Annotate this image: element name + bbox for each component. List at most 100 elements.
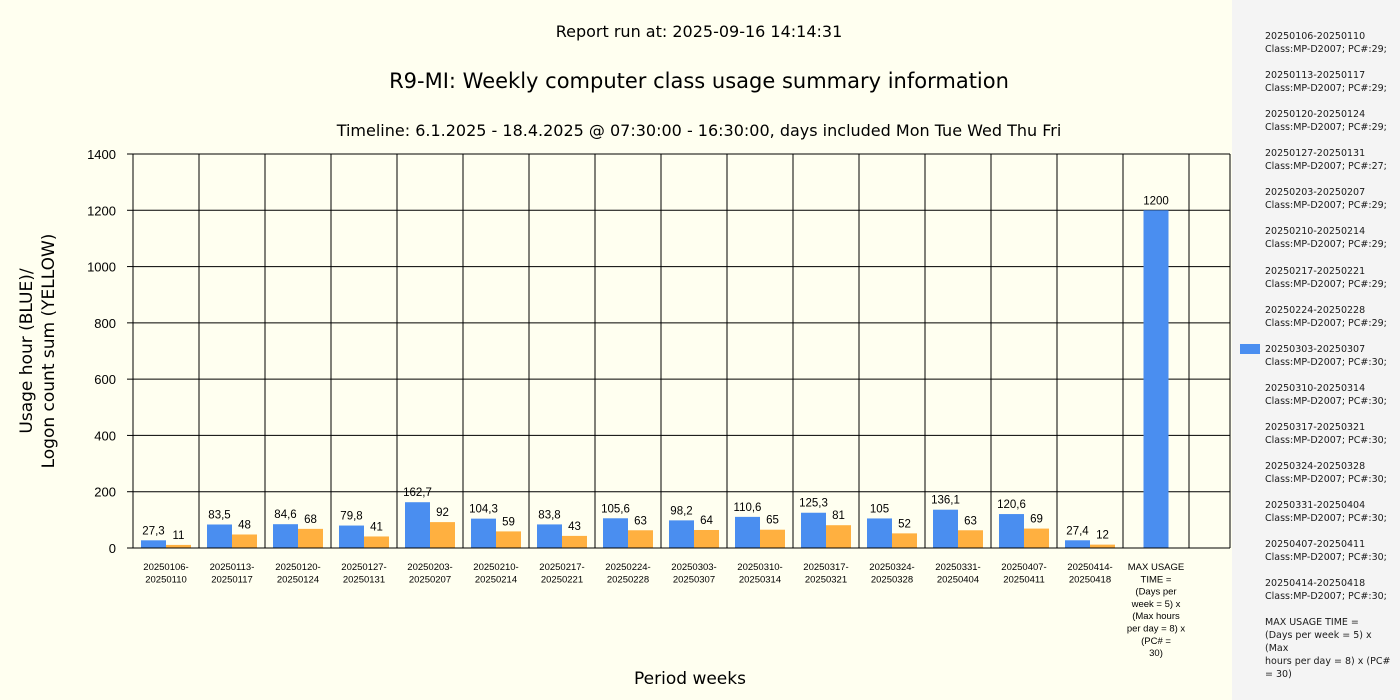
legend-item-line: Class:MP-D2007; PC#:29; [1265, 239, 1387, 251]
x-tick-label-line: 20250414- [1067, 562, 1112, 573]
data-label-usage: 98,2 [670, 505, 692, 517]
x-tick-label-line: (Days per [1135, 587, 1176, 598]
x-tick-label-line: 20250324- [869, 562, 914, 573]
legend-item: 20250310-20250314 Class:MP-D2007; PC#:30; [1240, 382, 1396, 421]
x-tick-label-line: 20250317- [803, 562, 848, 573]
chart-title: R9-MI: Weekly computer class usage summa… [389, 69, 1009, 93]
legend-item-text: 20250303-20250307 Class:MP-D2007; PC#:30; [1265, 343, 1395, 369]
x-tick-label-line: 20250203- [407, 562, 452, 573]
bar-usage-hours [1065, 540, 1090, 548]
y-tick-label: 1400 [87, 147, 116, 162]
x-tick-label-line: 20250221 [541, 574, 583, 585]
legend-item-text: 20250317-20250321 Class:MP-D2007; PC#:30; [1265, 421, 1395, 447]
legend-item-line: hours per day = 8) x (PC# [1265, 656, 1391, 668]
data-label-logons: 65 [766, 515, 779, 527]
x-tick-label: 20250324-20250328 [869, 562, 914, 585]
x-tick-label: 20250210-20250214 [473, 562, 518, 585]
legend-item-line: Class:MP-D2007; PC#:30; [1265, 474, 1387, 486]
x-axis-title: Period weeks [634, 669, 746, 689]
bar-logon-count [826, 525, 851, 548]
legend-item-text: 20250113-20250117 Class:MP-D2007; PC#:29; [1265, 69, 1395, 95]
legend-item-line: Class:MP-D2007; PC#:30; [1265, 434, 1387, 446]
legend-item-line: 20250303-20250307 [1265, 343, 1366, 355]
x-tick-label-line: per day = 8) x [1127, 624, 1186, 635]
data-label-usage: 162,7 [403, 487, 432, 499]
bar-usage-hours [537, 524, 562, 548]
bar-logon-count [232, 534, 257, 548]
legend-item-text: 20250224-20250228 Class:MP-D2007; PC#:29; [1265, 304, 1395, 330]
data-label-logons: 63 [634, 515, 647, 527]
legend-item: 20250210-20250214 Class:MP-D2007; PC#:29; [1240, 225, 1396, 264]
x-tick-label-line: 20250307 [673, 574, 715, 585]
x-tick-label-line: 20250331- [935, 562, 980, 573]
data-labels: 27,3 11 83,5 48 84,6 68 79,8 41 162,7 92 104,3 59 83… [142, 195, 1168, 542]
bar-usage-hours [999, 514, 1024, 548]
data-label-logons: 81 [832, 510, 845, 522]
legend-item: 20250106-20250110 Class:MP-D2007; PC#:29; [1240, 30, 1396, 69]
bar-usage-hours [1143, 210, 1169, 549]
chart-subtitle-timeline: Timeline: 6.1.2025 - 18.4.2025 @ 07:30:0… [336, 121, 1062, 140]
bar-logon-count [1024, 528, 1049, 548]
x-tick-label-line: 20250210- [473, 562, 518, 573]
legend-item-text: 20250407-20250411 Class:MP-D2007; PC#:30; [1265, 538, 1395, 564]
x-tick-label: MAX USAGE TIME = (Days per week = 5) x (Max … [1127, 562, 1186, 659]
legend-item-line: 20250310-20250314 [1265, 382, 1366, 394]
bar-usage-hours [933, 509, 958, 548]
legend-item-text: 20250331-20250404 Class:MP-D2007; PC#:30; [1265, 499, 1395, 525]
legend-item-line: 20250407-20250411 [1265, 539, 1366, 551]
legend-item-line: 20250331-20250404 [1265, 500, 1366, 512]
legend-item-text: 20250106-20250110 Class:MP-D2007; PC#:29; [1265, 30, 1395, 56]
bar-usage-hours [405, 502, 430, 548]
x-tick-label: 20250127-20250131 [341, 562, 386, 585]
legend-item-line: 20250120-20250124 [1265, 109, 1366, 121]
legend-item-line: Class:MP-D2007; PC#:30; [1265, 552, 1387, 564]
bar-usage-hours [141, 540, 166, 548]
data-label-logons: 63 [964, 515, 977, 527]
legend-item-text: 20250324-20250328 Class:MP-D2007; PC#:30; [1265, 460, 1395, 486]
legend-item: 20250324-20250328 Class:MP-D2007; PC#:30; [1240, 460, 1396, 499]
legend-item-line: 20250224-20250228 [1265, 304, 1366, 316]
legend-item-line: Class:MP-D2007; PC#:27; [1265, 161, 1387, 173]
legend-item-text: 20250217-20250221 Class:MP-D2007; PC#:29; [1265, 265, 1395, 291]
data-label-logons: 64 [700, 515, 713, 527]
legend-item-line: Class:MP-D2007; PC#:30; [1265, 513, 1387, 525]
legend-item: 20250224-20250228 Class:MP-D2007; PC#:29; [1240, 304, 1396, 343]
legend-item: 20250407-20250411 Class:MP-D2007; PC#:30; [1240, 538, 1396, 577]
legend-item-line: 20250203-20250207 [1265, 187, 1366, 199]
bar-logon-count [496, 531, 521, 548]
x-tick-label-line: 20250407- [1001, 562, 1046, 573]
bar-usage-hours [339, 525, 364, 548]
bars [141, 210, 1169, 549]
x-tick-label-line: 20250411 [1003, 574, 1045, 585]
legend-item-text: 20250127-20250131 Class:MP-D2007; PC#:27; [1265, 147, 1395, 173]
x-tick-label-line: week = 5) x [1131, 599, 1181, 610]
data-label-logons: 43 [568, 521, 581, 533]
legend-item-text: 20250120-20250124 Class:MP-D2007; PC#:29; [1265, 108, 1395, 134]
x-tick-label-line: 20250224- [605, 562, 650, 573]
data-label-logons: 92 [436, 507, 449, 519]
legend-item-line: 20250217-20250221 [1265, 265, 1366, 277]
x-tick-label-line: 20250303- [671, 562, 716, 573]
bar-logon-count [364, 536, 389, 548]
legend-item: 20250120-20250124 Class:MP-D2007; PC#:29; [1240, 108, 1396, 147]
bar-logon-count [562, 535, 587, 548]
legend-item-line: Class:MP-D2007; PC#:30; [1265, 356, 1387, 368]
legend-item-line: 20250127-20250131 [1265, 148, 1366, 160]
x-tick-label-line: 20250214 [475, 574, 517, 585]
legend-item-line: 20250210-20250214 [1265, 226, 1366, 238]
x-tick-label: 20250331-20250404 [935, 562, 980, 585]
data-label-usage: 136,1 [931, 495, 960, 507]
x-tick-label: 20250106-20250110 [143, 562, 188, 585]
legend-item: 20250217-20250221 Class:MP-D2007; PC#:29; [1240, 265, 1396, 304]
data-label-usage: 84,6 [274, 509, 296, 521]
legend-item-line: 20250414-20250418 [1265, 578, 1366, 590]
legend-item-line: 20250324-20250328 [1265, 461, 1366, 473]
legend-item-line: Class:MP-D2007; PC#:29; [1265, 83, 1387, 95]
x-tick-label-line: 30) [1149, 648, 1163, 659]
x-tick-label: 20250407-20250411 [1001, 562, 1046, 585]
x-tick-label-line: 20250127- [341, 562, 386, 573]
legend-item-text: MAX USAGE TIME = (Days per week = 5) x (M… [1265, 616, 1395, 681]
x-tick-label-line: 20250117 [211, 574, 253, 585]
data-label-usage: 83,8 [538, 509, 560, 521]
report-run-timestamp: Report run at: 2025-09-16 14:14:31 [555, 22, 843, 41]
